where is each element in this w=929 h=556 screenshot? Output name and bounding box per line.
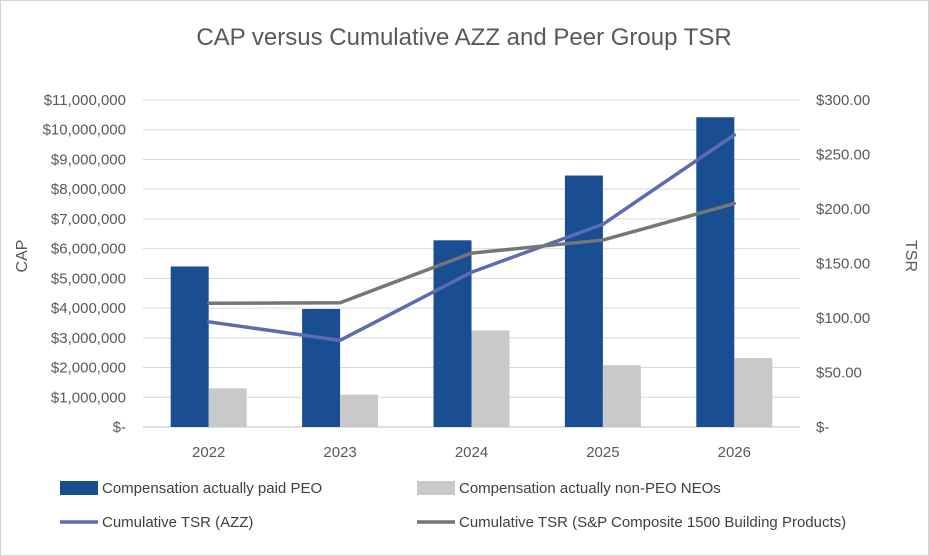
y-tick-label: $1,000,000: [51, 389, 126, 406]
y2-tick-label: $300.00: [816, 92, 870, 109]
x-tick-label: 2024: [455, 444, 488, 461]
legend-label: Compensation actually paid PEO: [102, 480, 322, 497]
y2-tick-label: $-: [816, 419, 829, 436]
legend-label: Compensation actually non-PEO NEOs: [459, 480, 721, 497]
legend-label: Cumulative TSR (S&P Composite 1500 Build…: [459, 514, 846, 531]
chart-title: CAP versus Cumulative AZZ and Peer Group…: [196, 24, 731, 51]
y2-axis-title: TSR: [902, 240, 919, 272]
y-tick-label: $11,000,000: [44, 92, 126, 109]
y-tick-label: $2,000,000: [51, 360, 126, 377]
bar-non-peo: [340, 394, 379, 427]
x-tick-label: 2022: [192, 444, 225, 461]
y-axis-title: CAP: [14, 240, 31, 273]
line-tsr-peer: [206, 201, 737, 306]
y2-tick-label: $100.00: [816, 310, 870, 327]
legend-swatch: [417, 481, 455, 495]
y-tick-label: $7,000,000: [51, 211, 126, 228]
x-tick-label: 2026: [718, 444, 751, 461]
y-axis-tick-labels: $- $1,000,000 $2,000,000 $3,000,000 $4,000,0…: [43, 92, 126, 436]
y-tick-label: $10,000,000: [43, 122, 126, 139]
x-axis-tick-labels: 2022 2023 2024 2025 2026: [192, 444, 751, 461]
bars: [170, 117, 773, 427]
legend-swatch: [60, 481, 98, 495]
bar-peo: [433, 240, 472, 427]
bar-peo: [302, 308, 341, 427]
y-tick-label: $5,000,000: [51, 270, 126, 287]
bar-peo: [696, 117, 735, 427]
bar-non-peo: [734, 358, 773, 427]
y2-axis-tick-labels: $- $50.00 $100.00 $150.00 $200.00 $250.00 $300…: [816, 92, 870, 436]
bar-non-peo: [471, 330, 510, 427]
bar-non-peo: [208, 388, 247, 427]
y2-tick-label: $50.00: [816, 365, 862, 382]
line-tsr-azz: [206, 133, 737, 343]
y-tick-label: $4,000,000: [51, 300, 126, 317]
bar-peo: [170, 266, 209, 427]
y-tick-label: $3,000,000: [51, 330, 126, 347]
legend: Compensation actually paid PEO Compensati…: [60, 480, 846, 531]
y-tick-label: $9,000,000: [51, 151, 126, 168]
y2-tick-label: $200.00: [816, 201, 870, 218]
x-tick-label: 2025: [586, 444, 619, 461]
gridlines: [143, 99, 800, 428]
legend-label: Cumulative TSR (AZZ): [102, 514, 253, 531]
y-tick-label: $6,000,000: [51, 241, 126, 258]
y2-tick-label: $250.00: [816, 147, 870, 164]
y-tick-label: $-: [113, 419, 126, 436]
x-tick-label: 2023: [323, 444, 356, 461]
y2-tick-label: $150.00: [816, 256, 870, 273]
bar-peo: [564, 175, 603, 427]
series-lines: [206, 133, 737, 343]
bar-non-peo: [602, 365, 641, 427]
y-tick-label: $8,000,000: [51, 181, 126, 198]
